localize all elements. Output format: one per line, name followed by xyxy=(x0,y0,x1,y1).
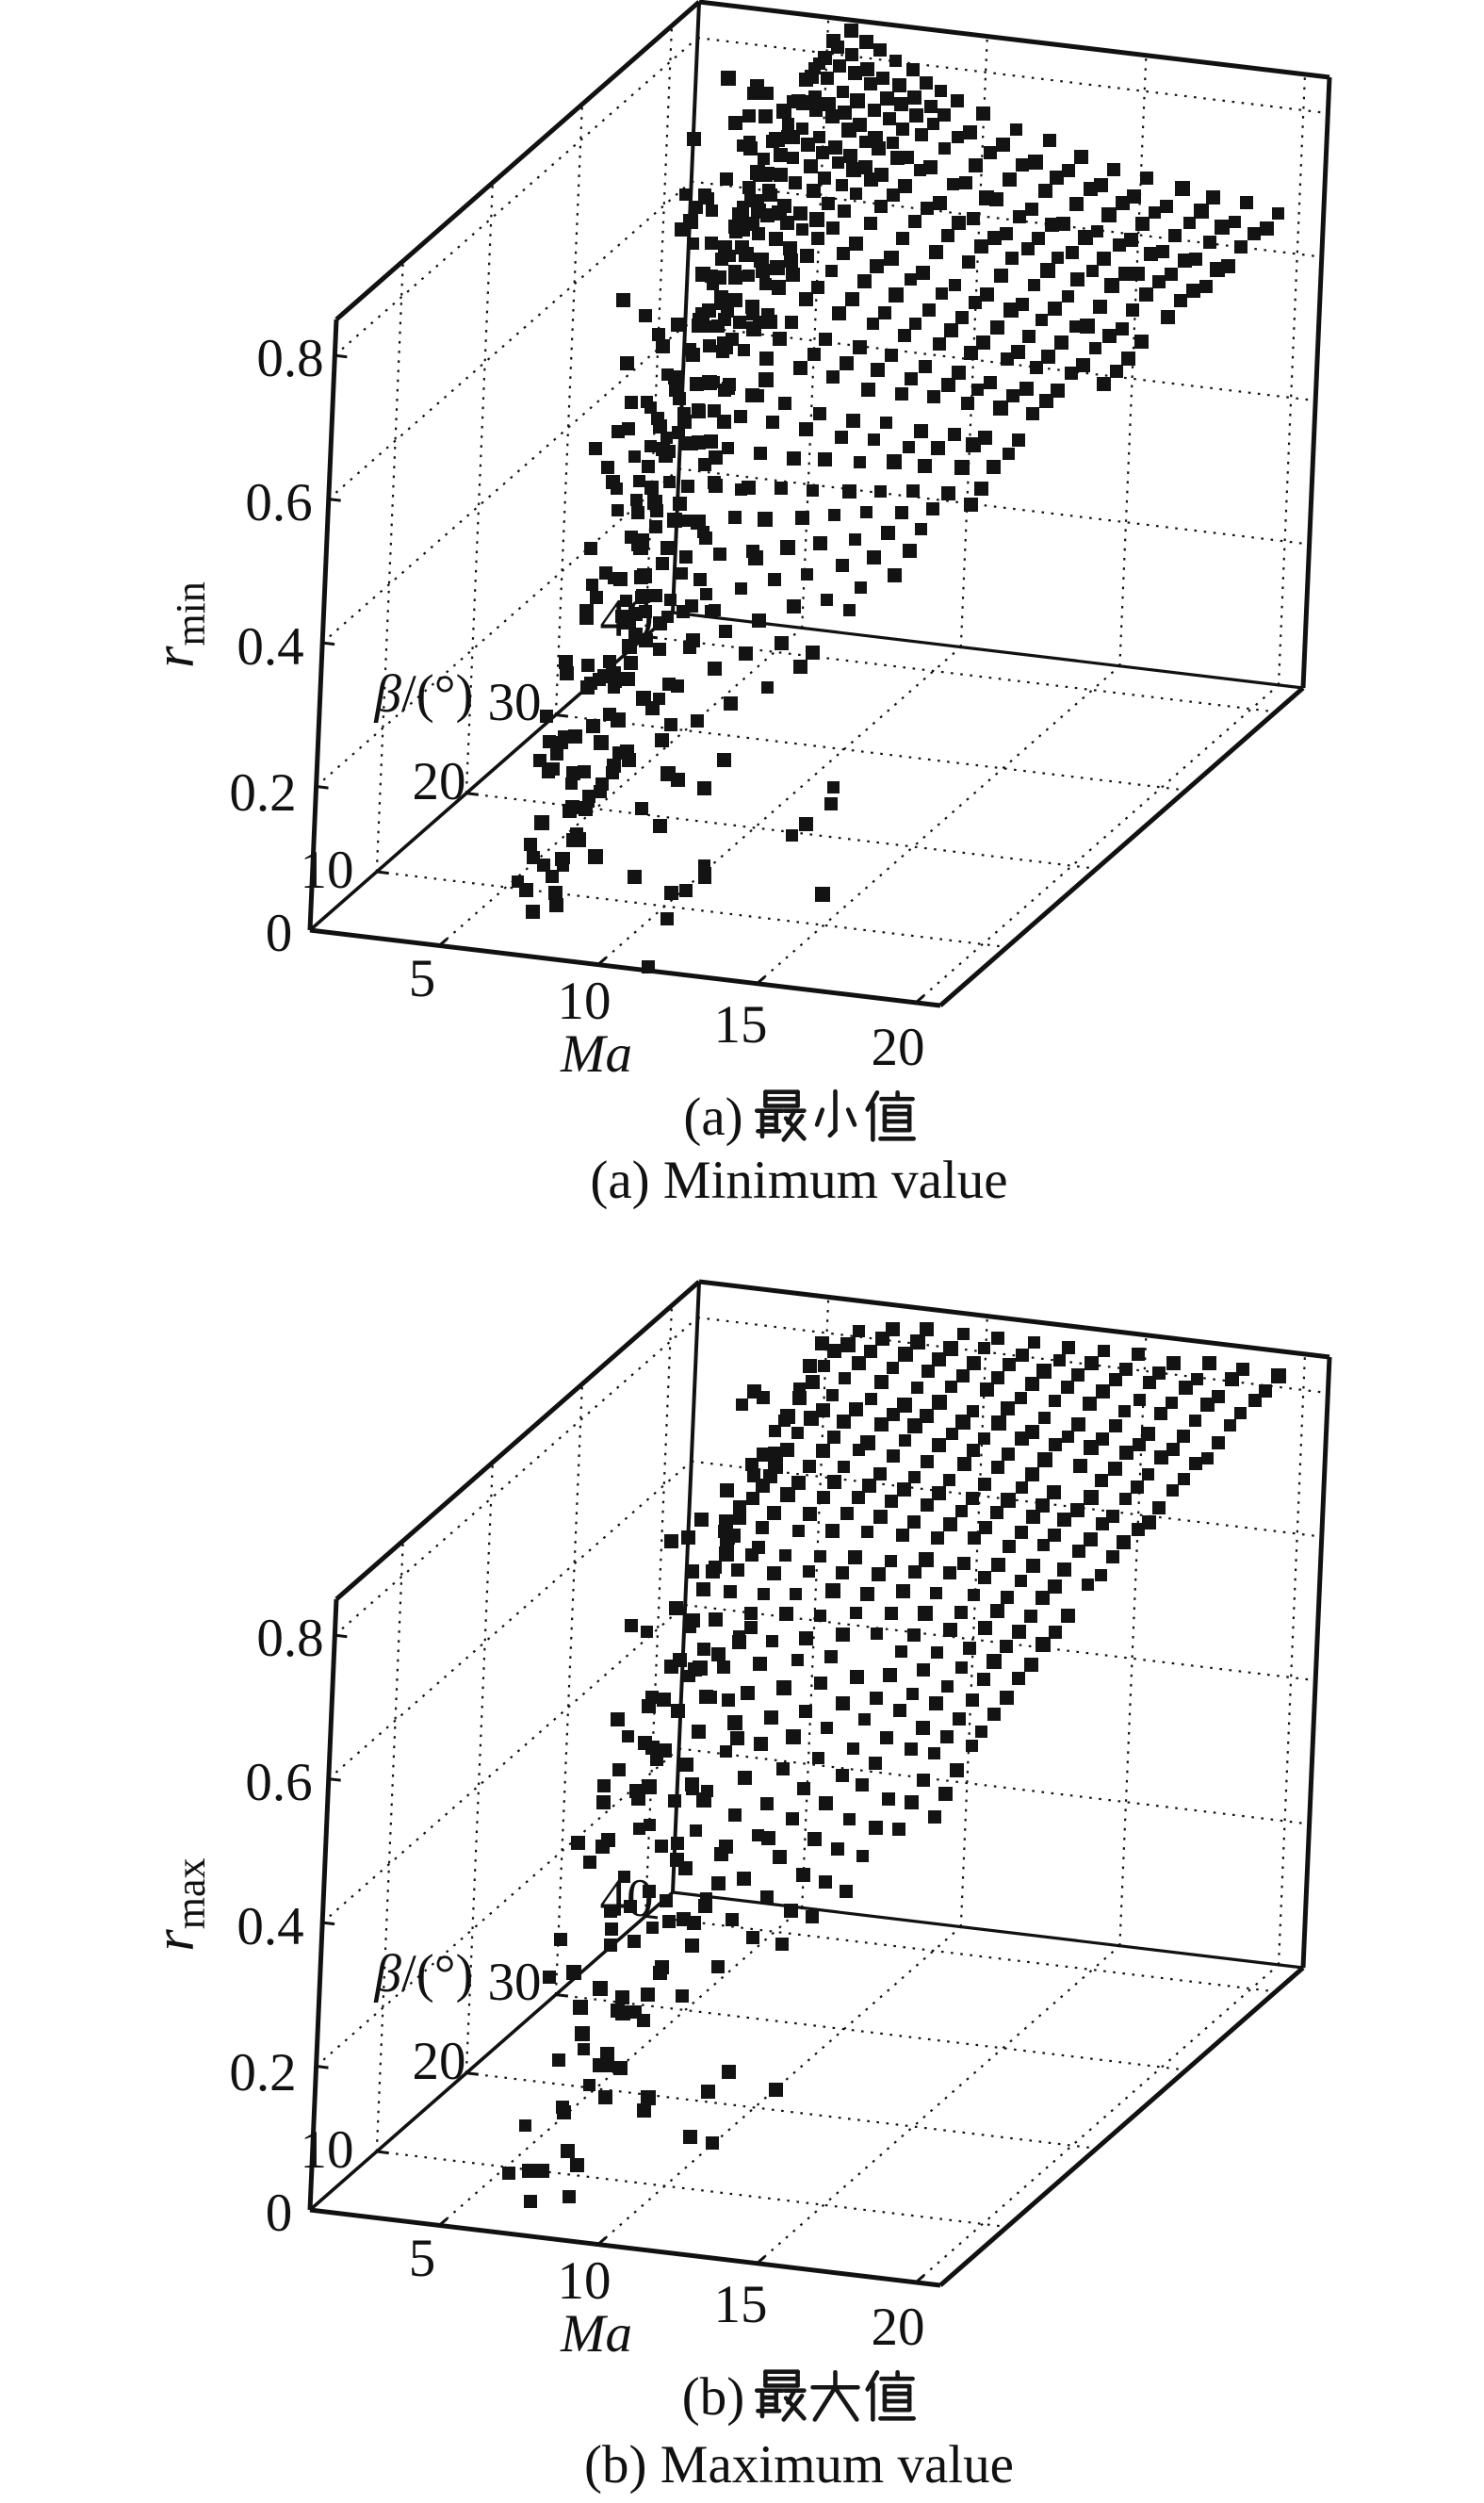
svg-text:5: 5 xyxy=(409,2229,436,2288)
svg-text:0.2: 0.2 xyxy=(229,2043,296,2102)
svg-text:10: 10 xyxy=(558,2251,612,2311)
svg-text:10: 10 xyxy=(301,2120,354,2180)
svg-text:20: 20 xyxy=(872,2298,925,2357)
svg-text:15: 15 xyxy=(714,995,768,1055)
svg-text:20: 20 xyxy=(872,1018,925,1077)
svg-text:20: 20 xyxy=(413,752,466,811)
svg-text:0: 0 xyxy=(266,904,293,963)
svg-text:15: 15 xyxy=(714,2275,768,2334)
svg-text:β/(°): β/(°) xyxy=(374,664,474,724)
svg-text:0.2: 0.2 xyxy=(229,763,296,823)
svg-text:20: 20 xyxy=(413,2032,466,2091)
svg-text:rmax: rmax xyxy=(143,1857,214,1951)
svg-text:10: 10 xyxy=(558,972,612,1031)
svg-text:(a): (a) xyxy=(683,1088,742,1147)
svg-text:(b) Maximum value: (b) Maximum value xyxy=(584,2435,1014,2495)
svg-text:10: 10 xyxy=(301,841,354,900)
svg-text:Ma: Ma xyxy=(560,2304,632,2364)
svg-text:5: 5 xyxy=(409,949,436,1008)
svg-text:30: 30 xyxy=(488,1953,542,2012)
svg-text:β/(°): β/(°) xyxy=(374,1944,474,2004)
svg-text:0.6: 0.6 xyxy=(245,473,312,532)
svg-text:0: 0 xyxy=(266,2184,293,2243)
svg-text:(a) Minimum value: (a) Minimum value xyxy=(590,1151,1007,1210)
svg-text:30: 30 xyxy=(488,673,542,732)
svg-text:rmin: rmin xyxy=(143,581,214,668)
svg-text:0.4: 0.4 xyxy=(236,617,303,677)
svg-text:(b): (b) xyxy=(682,2367,744,2427)
svg-text:0.6: 0.6 xyxy=(245,1753,312,1812)
svg-text:0.8: 0.8 xyxy=(256,329,323,388)
svg-text:Ma: Ma xyxy=(560,1024,632,1084)
svg-text:0.4: 0.4 xyxy=(236,1897,303,1956)
svg-text:0.8: 0.8 xyxy=(256,1609,323,1668)
